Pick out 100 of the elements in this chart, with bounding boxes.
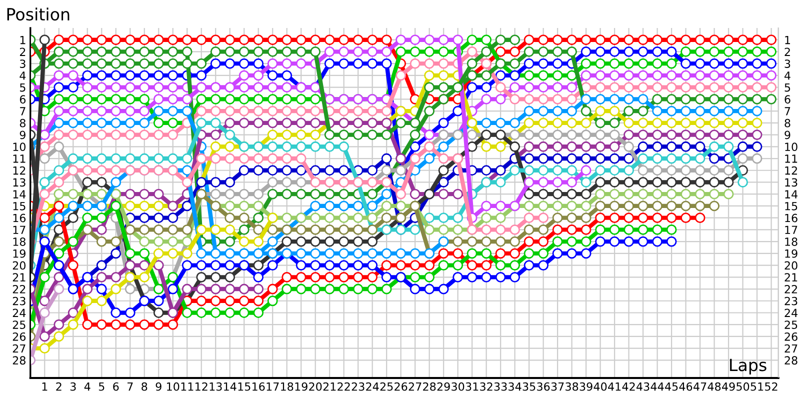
x-tick-label: 49 [722,382,735,391]
y2-tick-label: 2 [784,48,790,56]
y2-tick-label: 26 [784,332,798,341]
x-tick-label: 46 [679,382,692,391]
y-tick-label: 15 [13,202,26,210]
y2-tick-label: 5 [784,83,790,92]
x-tick-label: 52 [765,382,778,391]
y-tick-label: 26 [12,332,26,341]
x-tick-label: 40 [594,382,607,391]
x-tick-label: 48 [708,382,721,391]
x-tick-label: 23 [352,382,364,391]
x-tick-label: 45 [665,382,678,391]
y-tick-label: 12 [13,166,26,175]
x-tick-label: 35 [522,382,536,391]
y-tick-label: 20 [12,261,26,270]
x-tick-label: 34 [508,382,522,391]
x-tick-label: 22 [338,382,350,391]
x-tick-label: 50 [736,382,750,391]
y2-tick-label: 3 [784,60,790,68]
y-tick-label: 1 [20,36,26,44]
x-tick-label: 18 [281,382,294,391]
y-tick-label: 24 [12,308,26,317]
x-tick-label: 33 [494,382,507,391]
y2-tick-label: 10 [785,142,798,152]
x-tick-label: 31 [466,382,478,391]
y-tick-label: 21 [12,273,26,282]
x-tick-label: 19 [295,382,308,391]
x-tick-label: 29 [437,382,450,391]
x-tick-label: 20 [309,382,322,391]
x-tick-label: 41 [608,382,621,391]
x-tick-label: 10 [167,382,180,391]
x-tick-label: 28 [423,382,436,391]
x-tick-label: 4 [84,382,90,391]
x-tick-label: 9 [156,382,162,391]
y2-tick-label: 6 [784,95,790,104]
y-tick-label: 6 [20,95,26,104]
y2-tick-label: 24 [784,308,798,317]
x-tick-label: 43 [636,382,650,391]
y2-tick-label: 11 [785,154,798,163]
x-tick-label: 30 [452,382,464,391]
y2-tick-label: 22 [784,284,797,294]
y2-tick-label: 16 [785,214,798,222]
y-tick-label: 28 [12,356,26,365]
y-axis-title: Position [7,8,70,21]
x-tick-label: 42 [622,382,635,391]
y2-tick-label: 12 [785,166,797,175]
y-tick-label: 11 [13,154,26,163]
y2-tick-label: 18 [785,238,798,246]
y2-tick-label: 14 [785,190,798,198]
x-tick-label: 1 [42,382,48,391]
x-tick-label: 13 [210,382,222,391]
y2-tick-label: 27 [784,344,798,353]
x-tick-label: 39 [580,382,592,391]
y-tick-label: 27 [12,344,26,353]
y2-tick-label: 9 [784,130,790,140]
y2-tick-label: 8 [784,118,790,128]
y-tick-label: 23 [12,296,26,306]
y2-tick-label: 23 [784,296,798,306]
y-tick-label: 13 [13,178,26,187]
x-tick-label: 14 [224,382,236,391]
x-tick-label: 16 [252,382,265,391]
y-tick-label: 18 [13,238,26,246]
x-tick-label: 6 [113,382,119,391]
y-tick-label: 25 [12,320,26,329]
y-tick-label: 14 [13,190,26,198]
x-tick-label: 8 [142,382,148,391]
x-tick-label: 51 [750,382,764,391]
y2-tick-label: 20 [784,261,798,270]
x-tick-label: 38 [566,382,578,391]
y2-tick-label: 25 [784,320,798,329]
x-tick-label: 24 [366,382,379,391]
y2-tick-label: 19 [785,249,798,258]
y2-tick-label: 7 [784,107,790,116]
x-tick-label: 15 [238,382,250,391]
x-tick-label: 25 [380,382,393,391]
y-tick-label: 19 [13,249,26,258]
x-tick-label: 3 [70,382,76,391]
y2-tick-label: 13 [785,178,798,187]
y-tick-label: 8 [20,118,26,128]
x-axis-title: Laps [730,358,766,374]
y-tick-label: 7 [20,107,26,116]
y-tick-label: 22 [12,284,26,294]
x-tick-label: 7 [128,382,133,391]
y-tick-label: 10 [13,142,26,152]
x-tick-label: 37 [551,382,564,391]
x-tick-label: 11 [181,382,194,391]
y2-tick-label: 15 [785,202,798,210]
x-tick-label: 12 [196,382,208,391]
x-tick-label: 44 [650,382,664,391]
y-tick-label: 5 [20,83,26,92]
x-tick-label: 5 [98,382,104,391]
y2-tick-label: 1 [785,36,790,44]
x-tick-label: 21 [323,382,336,391]
x-tick-label: 26 [394,382,408,391]
x-tick-label: 17 [266,382,279,391]
x-tick-label: 36 [537,382,550,391]
y2-tick-label: 17 [785,226,798,234]
y-tick-label: 2 [20,48,26,56]
y-tick-label: 4 [20,72,26,80]
x-tick-label: 27 [408,382,422,391]
